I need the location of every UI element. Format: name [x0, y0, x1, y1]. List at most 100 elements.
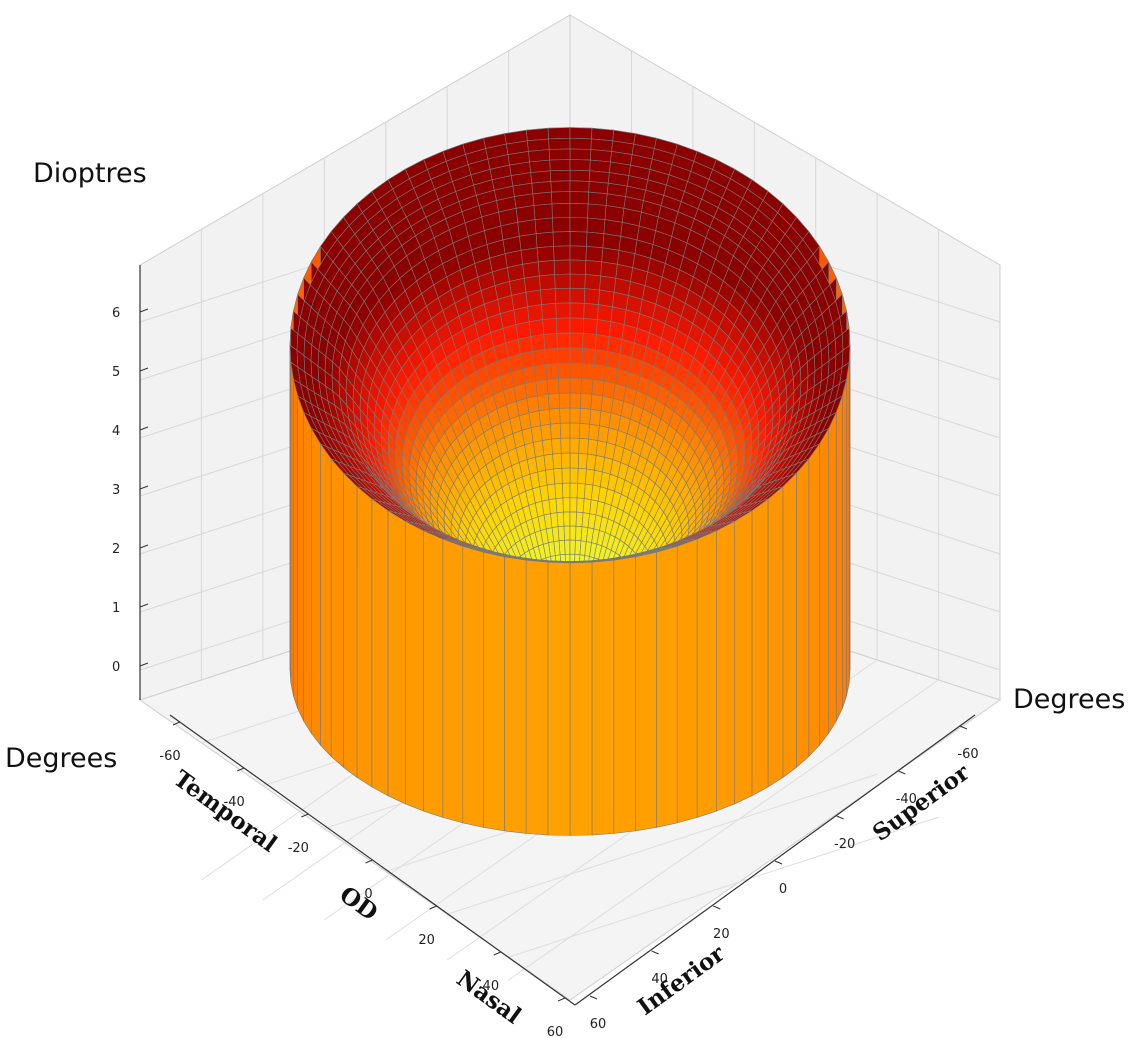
surface-wall-facet	[569, 561, 593, 836]
left-tick-mark	[365, 859, 373, 864]
surface-wall-facet	[303, 412, 312, 735]
surface-wall-facet	[423, 530, 444, 818]
surface-facet	[540, 288, 557, 305]
surface-facet	[569, 539, 576, 555]
surface-facet	[569, 407, 581, 424]
surface-facet	[548, 148, 571, 161]
surface-facet	[558, 392, 571, 409]
surface-facet	[580, 392, 593, 410]
surface-facet	[553, 467, 563, 485]
surface-facet	[530, 334, 546, 352]
surface-facet	[585, 245, 604, 263]
surface-facet	[588, 170, 610, 184]
surface-facet	[602, 233, 622, 251]
surface-wall-facet	[796, 458, 810, 768]
surface-facet	[569, 169, 591, 182]
surface-facet	[586, 231, 605, 249]
surface-facet	[586, 217, 606, 235]
surface-facet	[522, 261, 540, 279]
right-tick-label: 20	[713, 927, 730, 942]
surface-facet	[584, 274, 602, 291]
surface-facet	[569, 437, 580, 454]
surface-facet	[543, 332, 558, 350]
surface-facet	[569, 245, 587, 261]
surface-facet	[598, 289, 615, 308]
surface-wall-facet	[290, 362, 294, 696]
surface-wall-facet	[483, 551, 505, 832]
surface-facet	[533, 364, 548, 382]
surface-facet	[518, 233, 538, 251]
surface-facet	[577, 452, 588, 470]
surface-facet	[538, 274, 556, 291]
left-tick-mark	[493, 951, 502, 956]
surface-wall-facet	[828, 412, 837, 735]
z-tick-label: 2	[112, 542, 120, 557]
surface-facet	[569, 302, 585, 319]
surface-facet	[555, 317, 571, 334]
surface-facet	[554, 287, 571, 304]
surface-facet	[554, 273, 571, 289]
surface-facet	[569, 231, 588, 247]
surface-facet	[559, 407, 571, 424]
z-axis-ticks: 6 5 4 3 2 1 0	[112, 306, 149, 675]
z-tick-label: 6	[112, 306, 120, 321]
right-tick-label: 60	[590, 1017, 607, 1032]
left-tick-label: 60	[547, 1025, 564, 1038]
right-tick-label: 0	[779, 882, 787, 897]
surface-facet	[569, 180, 590, 193]
surface-wall-facet	[297, 395, 305, 722]
surface-facet	[569, 525, 577, 541]
right-axis-line	[574, 714, 976, 1006]
surface-wall-facet	[462, 545, 484, 828]
surface-facet	[608, 321, 625, 340]
surface-wall-facet	[808, 443, 820, 758]
surface-facet	[589, 408, 602, 427]
surface-facet	[599, 275, 617, 293]
surface-wall-facet	[547, 561, 571, 836]
grid-line	[508, 816, 939, 958]
z-tick-mark	[139, 603, 149, 608]
surface-facet	[577, 467, 587, 485]
surface-facet	[523, 275, 541, 293]
surface-facet	[583, 302, 599, 320]
z-tick-mark	[139, 485, 149, 490]
surface-facet	[569, 332, 584, 349]
surface-facet	[550, 180, 571, 193]
z-axis-label: Dioptres	[33, 158, 147, 189]
surface-facet	[569, 148, 592, 161]
surface-facet	[548, 137, 571, 150]
surface-facet	[552, 231, 571, 247]
surface-wall-facet	[310, 427, 321, 746]
surface-facet	[576, 482, 586, 499]
left-tick-label: 40	[483, 979, 500, 994]
surface-facet	[600, 261, 618, 279]
right-tick-mark	[959, 725, 968, 730]
right-tick-mark	[651, 950, 659, 955]
z-tick-mark	[139, 308, 149, 313]
surface-facet	[569, 392, 582, 409]
grid-line	[508, 679, 939, 981]
right-tick-label: -40	[896, 792, 917, 807]
surface-facet	[569, 362, 583, 379]
surface-facet	[581, 362, 595, 380]
surface-facet	[580, 377, 594, 395]
surface-facet	[549, 422, 562, 440]
surface-wall-facet	[613, 556, 636, 834]
surface-facet	[520, 247, 539, 265]
surface-facet	[562, 497, 571, 513]
axis-word-od: OD	[334, 881, 382, 926]
right-tick-mark	[713, 905, 721, 910]
surface-facet	[556, 332, 571, 349]
surface-facet	[550, 191, 571, 205]
z-tick-mark	[139, 544, 149, 549]
surface-facet	[593, 349, 608, 367]
surface-facet	[569, 137, 592, 150]
surface-facet	[551, 437, 562, 455]
surface-wall-facet	[504, 556, 527, 834]
surface-wall-facet	[591, 559, 615, 836]
surface-facet	[532, 191, 553, 206]
z-tick-label: 1	[112, 601, 120, 616]
surface-wall-facet	[715, 520, 735, 812]
left-tick-label: -60	[159, 749, 180, 764]
